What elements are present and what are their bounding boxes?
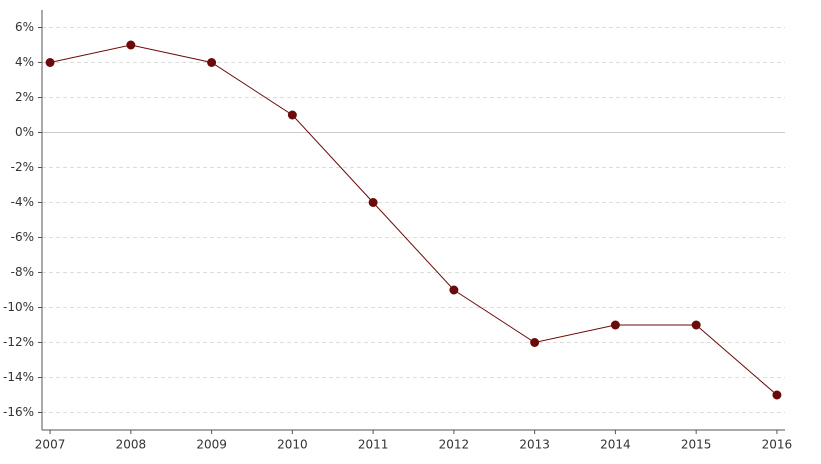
x-tick-label: 2011: [358, 438, 389, 452]
y-tick-label: -8%: [11, 265, 34, 279]
x-tick-label: 2007: [35, 438, 66, 452]
point: [449, 285, 459, 295]
point: [126, 40, 136, 50]
point: [287, 110, 297, 120]
point: [368, 198, 378, 207]
y-tick-label: 2%: [15, 90, 34, 104]
x-tick-label: 2013: [519, 438, 550, 452]
point: [45, 58, 55, 67]
y-tick-label: -10%: [3, 300, 34, 314]
point: [530, 338, 540, 347]
y-tick-label: -2%: [11, 160, 34, 174]
y-tick-label: -12%: [3, 335, 34, 349]
x-tick-label: 2016: [762, 438, 793, 452]
point: [610, 320, 620, 330]
x-tick-label: 2015: [681, 438, 712, 452]
y-tick-label: 0%: [15, 125, 34, 139]
y-tick-label: -14%: [3, 370, 34, 384]
x-tick-label: 2009: [196, 438, 227, 452]
y-tick-label: -16%: [3, 405, 34, 419]
x-tick-label: 2010: [277, 438, 308, 452]
y-tick-label: -6%: [11, 230, 34, 244]
x-tick-label: 2008: [116, 438, 147, 452]
y-tick-label: 6%: [15, 20, 34, 34]
point: [207, 58, 217, 67]
point: [772, 390, 782, 400]
y-tick-label: 4%: [15, 55, 34, 69]
x-tick-label: 2014: [600, 438, 631, 452]
x-tick-label: 2012: [439, 438, 470, 452]
point: [691, 320, 701, 330]
y-tick-label: -4%: [11, 195, 34, 209]
line: [49, 44, 778, 396]
